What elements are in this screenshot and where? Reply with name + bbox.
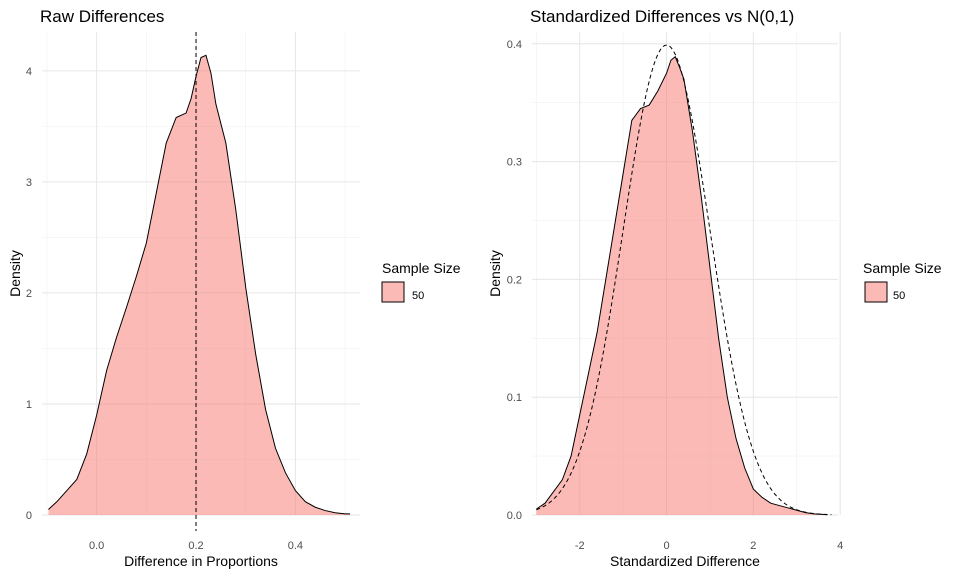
y-tick-label: 0.0 — [507, 510, 522, 522]
x-tick-label: 0.2 — [188, 540, 203, 552]
y-tick-label: 0 — [26, 510, 32, 522]
legend: Sample Size 50 — [863, 260, 942, 303]
y-tick-label: 4 — [26, 66, 32, 78]
y-tick-label: 0.2 — [507, 274, 522, 286]
panel-1: 0.0 0.2 0.4 0 1 2 3 4 Raw Differences Difference … — [7, 7, 461, 569]
y-tick-label: 0.1 — [507, 392, 522, 404]
x-axis-title: Standardized Difference — [610, 553, 760, 569]
y-tick-label: 1 — [26, 399, 32, 411]
density-line — [48, 54, 351, 515]
y-axis-title: Density — [7, 250, 23, 297]
chart-title: Standardized Differences vs N(0,1) — [530, 7, 794, 26]
chart-title: Raw Differences — [40, 7, 164, 26]
legend-title: Sample Size — [382, 260, 461, 276]
density-area — [536, 56, 828, 516]
y-tick-label: 3 — [26, 177, 32, 189]
y-axis-title: Density — [487, 250, 503, 297]
legend: Sample Size 50 — [381, 260, 461, 303]
legend-label: 50 — [412, 290, 424, 302]
y-tick-label: 0.4 — [507, 39, 522, 51]
legend-label: 50 — [893, 290, 905, 302]
x-tick-label: 4 — [837, 540, 843, 552]
x-tick-label: 0.4 — [288, 540, 303, 552]
x-tick-label: 0.0 — [89, 540, 104, 552]
x-tick-label: 0 — [663, 540, 669, 552]
normal-reference-curve — [536, 44, 832, 516]
x-axis-title: Difference in Proportions — [124, 553, 278, 569]
legend-title: Sample Size — [863, 260, 942, 276]
density-area — [48, 55, 351, 515]
y-tick-label: 2 — [26, 288, 32, 300]
x-tick-label: 2 — [750, 540, 756, 552]
legend-key — [381, 281, 405, 303]
legend-key — [864, 281, 888, 303]
y-tick-label: 0.3 — [507, 157, 522, 169]
panel-2: -2 0 2 4 0.0 0.1 0.2 0.3 0.4 Standardized Differe… — [487, 7, 942, 569]
x-tick-label: -2 — [575, 540, 585, 552]
